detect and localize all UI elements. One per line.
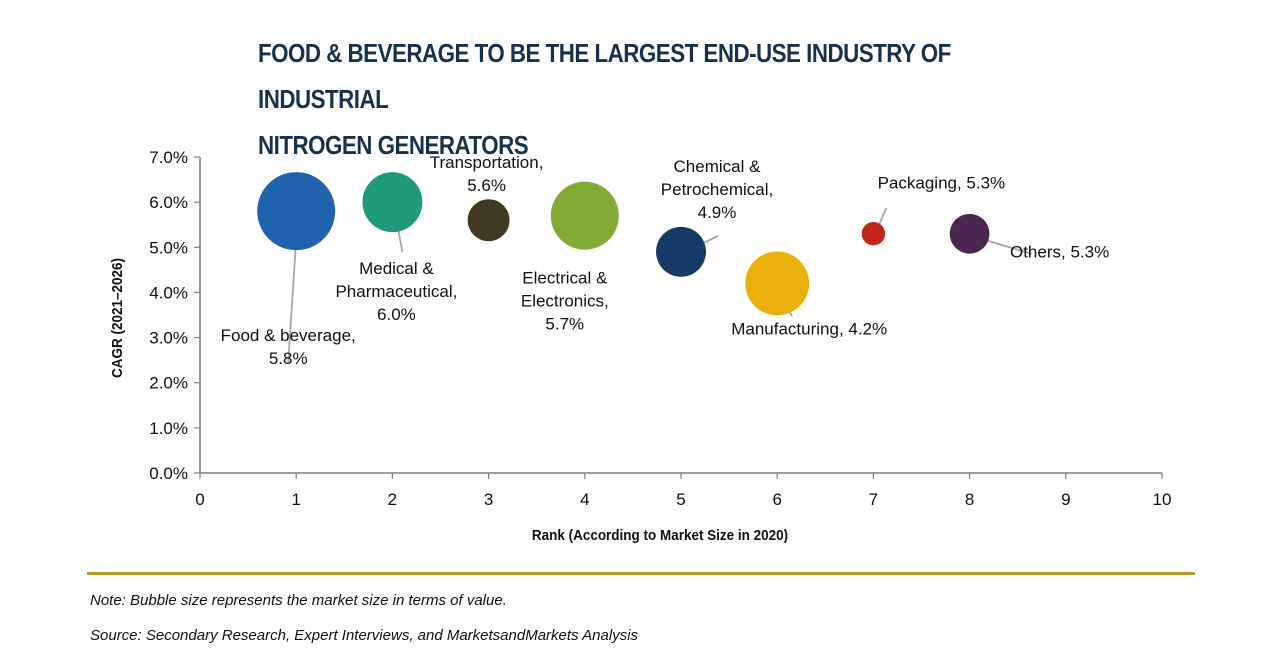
bubble-chemical-petrochemical [656, 226, 706, 277]
footer-divider [87, 572, 1195, 575]
y-tick-label: 6.0% [149, 193, 188, 212]
data-label-line: 6.0% [377, 305, 416, 324]
data-label-line: Petrochemical, [661, 180, 773, 199]
data-label-food-beverage: Food & beverage, 5.8% [221, 326, 356, 368]
chart-title: FOOD & BEVERAGE TO BE THE LARGEST END-US… [258, 30, 1066, 168]
y-tick-label: 2.0% [149, 374, 188, 393]
data-label-chemical-petrochemical: Chemical & Petrochemical, 4.9% [661, 157, 773, 222]
data-labels: Food & beverage, 5.8% Medical & Pharmaceuti… [221, 153, 1110, 368]
data-label-line: Electronics, [521, 292, 609, 311]
x-tick-label: 7 [869, 490, 878, 509]
bubble-food-beverage [257, 172, 336, 251]
chart-title-line-1: FOOD & BEVERAGE TO BE THE LARGEST END-US… [258, 38, 951, 114]
bubble-packaging [861, 222, 886, 246]
data-label-transportation: Transportation, 5.6% [430, 153, 544, 195]
data-label-line: 5.6% [467, 176, 506, 195]
x-tick-label: 8 [965, 490, 974, 509]
y-tick-label: 0.0% [149, 464, 188, 483]
bubble-manufacturing [745, 251, 810, 316]
footer-note: Note: Bubble size represents the market … [90, 592, 507, 609]
data-label-line: Chemical & [674, 157, 762, 176]
x-tick-label: 1 [291, 490, 300, 509]
bubble-medical-pharmaceutical [362, 172, 423, 233]
bubble-transportation [467, 199, 510, 242]
data-label-electrical-electronics: Electrical & Electronics, 5.7% [521, 269, 609, 334]
x-tick-label: 9 [1061, 490, 1070, 509]
chart-title-line-2: NITROGEN GENERATORS [258, 130, 529, 160]
x-tick-label: 3 [484, 490, 493, 509]
x-tick-label: 10 [1153, 490, 1172, 509]
footer-source: Source: Secondary Research, Expert Inter… [90, 627, 639, 644]
x-tick-label: 2 [388, 490, 397, 509]
bubbles [257, 172, 990, 316]
bubble-others [949, 213, 990, 254]
data-label-medical-pharmaceutical: Medical & Pharmaceutical, 6.0% [335, 259, 457, 324]
y-tick-label: 5.0% [149, 238, 188, 257]
data-label-packaging: Packaging, 5.3% [878, 174, 1006, 193]
data-label-line: Pharmaceutical, [335, 282, 457, 301]
data-label-manufacturing: Manufacturing, 4.2% [731, 319, 887, 338]
y-tick-label: 4.0% [149, 283, 188, 302]
x-tick-label: 0 [195, 490, 204, 509]
data-label-line: Packaging, 5.3% [878, 174, 1006, 193]
x-tick-label: 4 [580, 490, 589, 509]
x-tick-label: 6 [772, 490, 781, 509]
data-label-line: Food & beverage, [221, 326, 356, 345]
data-label-line: 5.7% [545, 315, 584, 334]
bubble-electrical-electronics [550, 181, 619, 250]
y-tick-label: 7.0% [149, 148, 188, 167]
data-label-line: Others, 5.3% [1010, 243, 1109, 262]
y-tick-label: 1.0% [149, 419, 188, 438]
data-label-others: Others, 5.3% [1010, 243, 1109, 262]
axes: 0.0% 1.0% 2.0% 3.0% 4.0% 5.0% 6.0% 7.0% 0 1 2 3 4 5 6 7… [149, 148, 1171, 509]
data-label-line: Transportation, [430, 153, 544, 172]
y-tick-label: 3.0% [149, 329, 188, 348]
y-axis-title: CAGR (2021–2026) [109, 258, 126, 378]
data-label-line: 4.9% [698, 203, 737, 222]
data-label-line: Electrical & [522, 269, 608, 288]
data-label-line: 5.8% [269, 349, 308, 368]
x-tick-label: 5 [676, 490, 685, 509]
data-label-line: Manufacturing, 4.2% [731, 319, 887, 338]
x-axis-title: Rank (According to Market Size in 2020) [532, 527, 788, 544]
data-label-line: Medical & [359, 259, 434, 278]
